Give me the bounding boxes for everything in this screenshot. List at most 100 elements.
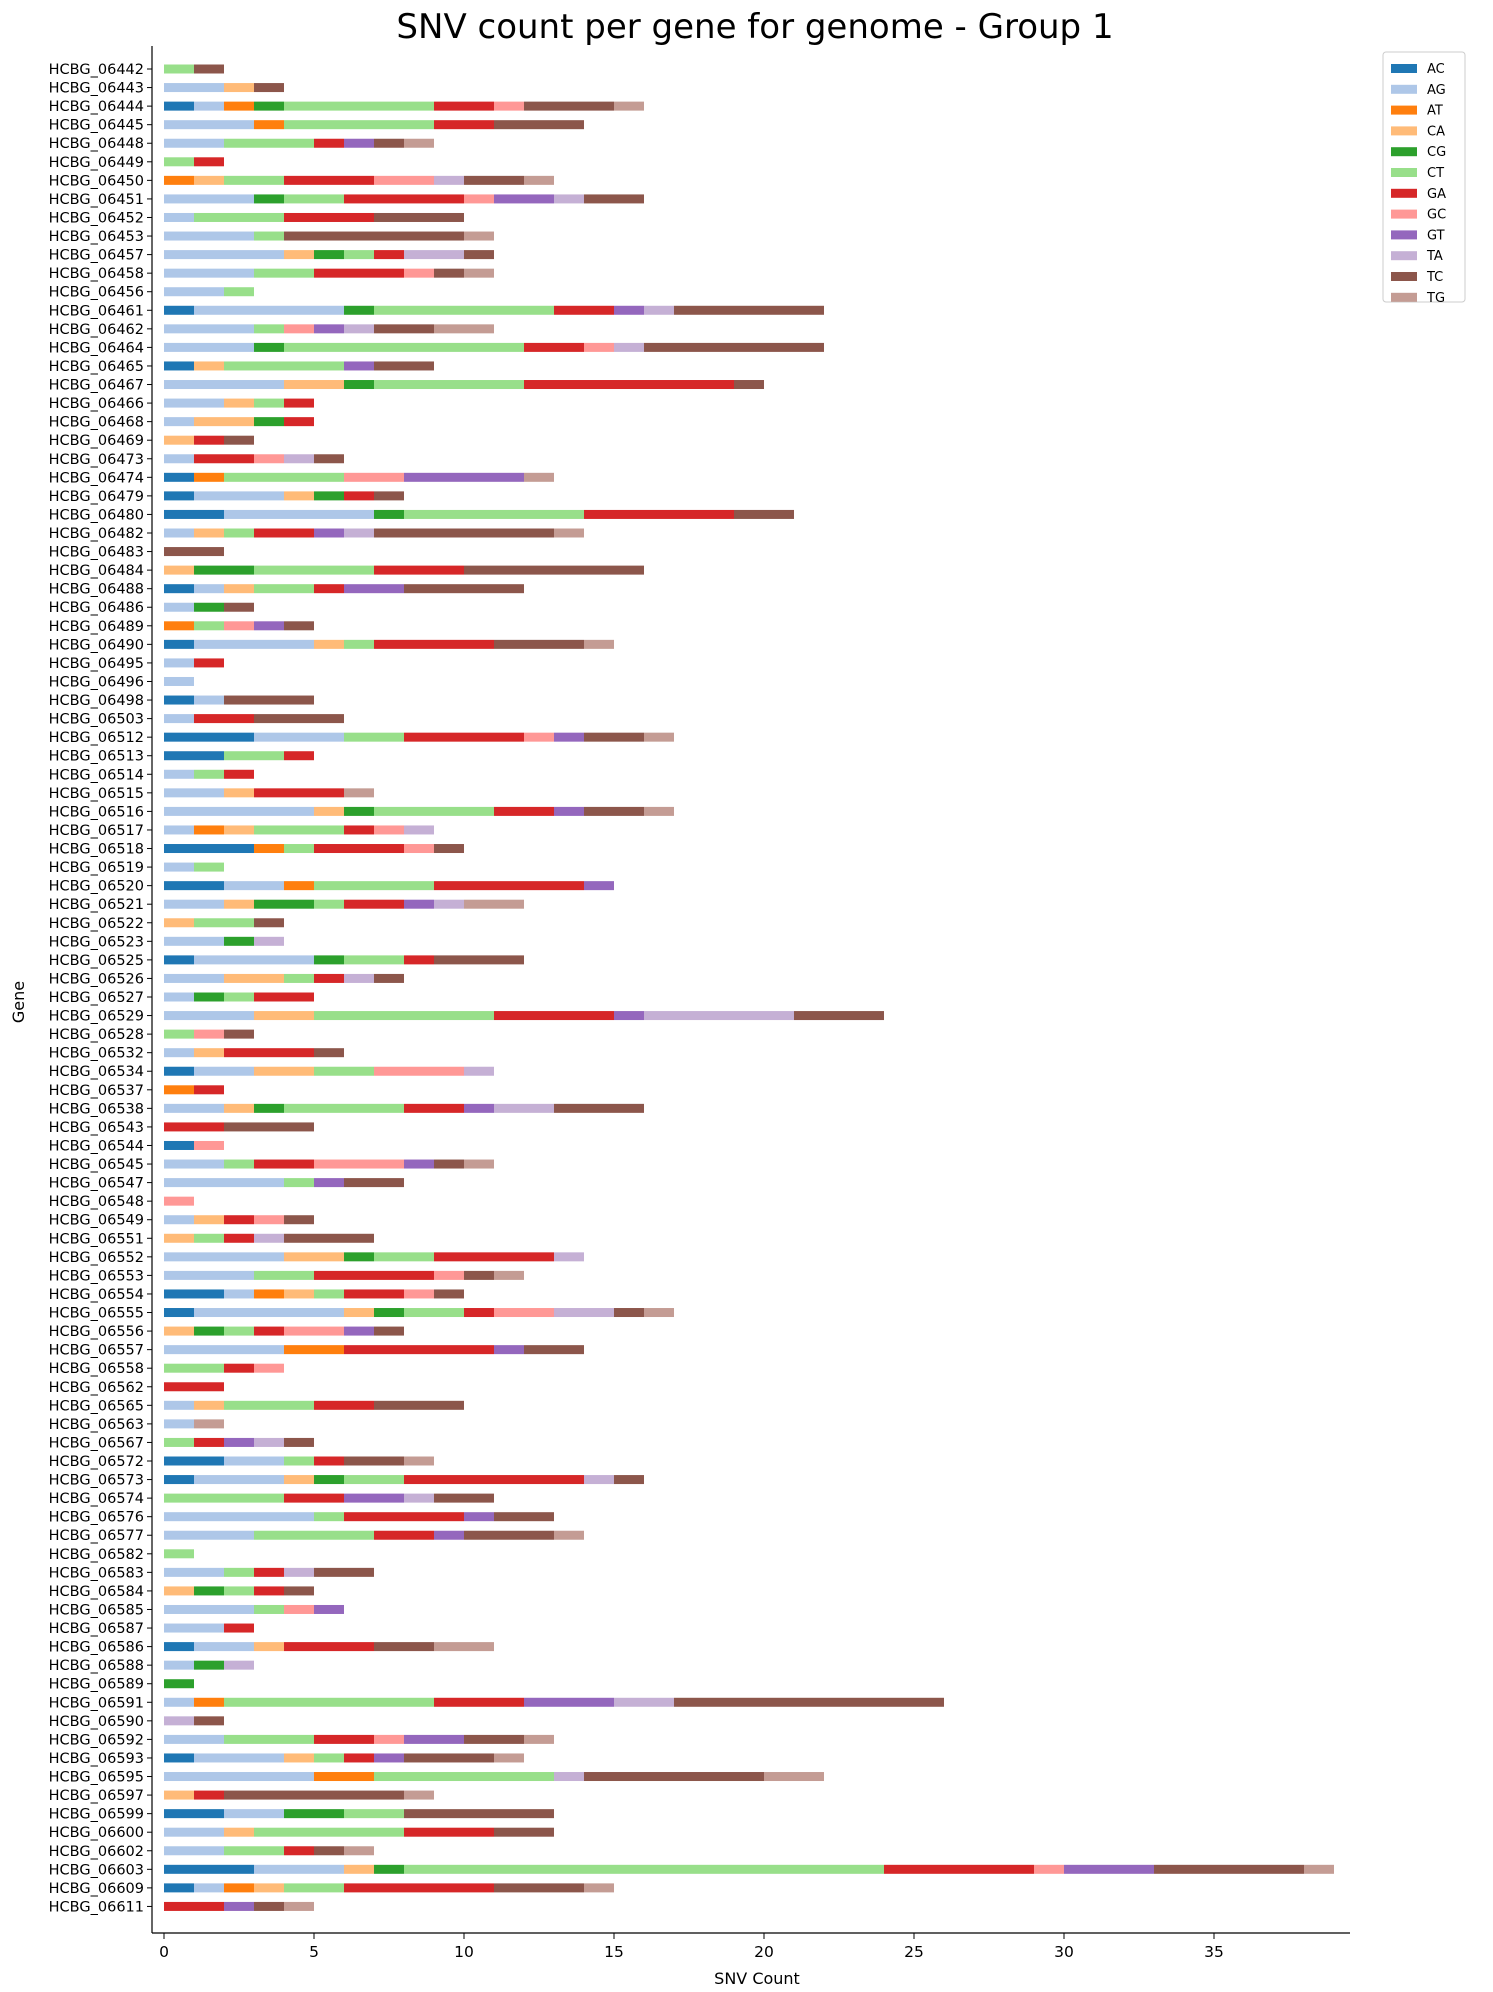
bar-row bbox=[164, 565, 644, 575]
bar-segment-cg bbox=[284, 1809, 344, 1819]
bar-row bbox=[164, 1864, 1334, 1874]
y-tick-label: HCBG_06448 bbox=[49, 136, 144, 152]
y-tick-label: HCBG_06496 bbox=[49, 674, 144, 690]
bar-segment-tc bbox=[554, 1103, 644, 1113]
bar-segment-ag bbox=[164, 1604, 254, 1614]
bar-segment-ag bbox=[164, 1419, 194, 1429]
bar-segment-tg bbox=[284, 1901, 314, 1911]
bar-segment-cg bbox=[194, 1326, 224, 1336]
y-tick-label: HCBG_06611 bbox=[49, 1899, 144, 1915]
bar-row bbox=[164, 1419, 224, 1429]
bar-segment-gc bbox=[374, 825, 404, 835]
bar-row bbox=[164, 157, 224, 167]
y-tick-label: HCBG_06583 bbox=[49, 1565, 144, 1581]
bar-segment-ct bbox=[404, 509, 584, 519]
legend-label: CG bbox=[1427, 145, 1446, 160]
bar-segment-ac bbox=[164, 1883, 194, 1893]
bar-segment-ag bbox=[194, 1753, 284, 1763]
legend-swatch bbox=[1391, 64, 1417, 73]
bar-segment-gt bbox=[494, 1345, 524, 1355]
bar-segment-gc bbox=[254, 1363, 284, 1373]
legend-item-tg: TG bbox=[1391, 291, 1445, 306]
y-tick-label: HCBG_06479 bbox=[49, 489, 144, 505]
y-tick-label: HCBG_06522 bbox=[49, 916, 144, 932]
bar-segment-ag bbox=[164, 528, 194, 538]
y-tick-label: HCBG_06587 bbox=[49, 1621, 144, 1637]
bar-segment-ag bbox=[164, 398, 224, 408]
bar-row bbox=[164, 1456, 434, 1466]
bar-segment-tc bbox=[464, 250, 494, 260]
bar-segment-tc bbox=[434, 844, 464, 854]
bar-segment-tg bbox=[464, 231, 494, 241]
bar-row bbox=[164, 1233, 374, 1243]
bar-row bbox=[164, 1382, 224, 1392]
y-tick-label: HCBG_06562 bbox=[49, 1380, 144, 1396]
legend-label: GA bbox=[1427, 187, 1446, 202]
bar-segment-tc bbox=[674, 1697, 944, 1707]
bar-row bbox=[164, 973, 404, 983]
y-tick-label: HCBG_06488 bbox=[49, 582, 144, 598]
bar-segment-at bbox=[254, 844, 284, 854]
bar-segment-tg bbox=[344, 1846, 374, 1856]
y-tick-label: HCBG_06548 bbox=[49, 1194, 144, 1210]
bar-segment-gt bbox=[224, 1437, 254, 1447]
bar-segment-tc bbox=[314, 1567, 374, 1577]
bar-segment-ga bbox=[194, 1085, 224, 1095]
bar-segment-ag bbox=[164, 899, 224, 909]
bar-row bbox=[164, 1140, 224, 1150]
bar-segment-ag bbox=[164, 83, 224, 93]
bar-segment-cg bbox=[314, 250, 344, 260]
legend-item-ca: CA bbox=[1391, 124, 1445, 139]
bar-segment-gc bbox=[314, 1159, 404, 1169]
bar-segment-ag bbox=[164, 1048, 194, 1058]
y-tick-label: HCBG_06532 bbox=[49, 1046, 144, 1062]
bar-segment-ct bbox=[284, 844, 314, 854]
bar-segment-ga bbox=[224, 1233, 254, 1243]
y-tick-label: HCBG_06588 bbox=[49, 1658, 144, 1674]
bar-segment-ca bbox=[194, 361, 224, 371]
bar-segment-ac bbox=[164, 361, 194, 371]
y-tick-label: HCBG_06602 bbox=[49, 1844, 144, 1860]
bar-segment-ca bbox=[194, 417, 254, 427]
bar-segment-ta bbox=[344, 528, 374, 538]
bar-row bbox=[164, 231, 494, 241]
bar-row bbox=[164, 1809, 554, 1819]
bar-segment-tc bbox=[584, 806, 644, 816]
bar-segment-gc bbox=[194, 1140, 224, 1150]
bar-segment-ag bbox=[164, 1178, 284, 1188]
bar-segment-ct bbox=[194, 918, 254, 928]
bar-segment-ac bbox=[164, 101, 194, 111]
bar-row bbox=[164, 212, 464, 222]
bar-segment-ag bbox=[164, 342, 254, 352]
bar-segment-ga bbox=[434, 120, 494, 130]
bar-segment-tg bbox=[584, 639, 614, 649]
bar-segment-ct bbox=[194, 862, 224, 872]
legend-label: CA bbox=[1427, 124, 1445, 139]
y-tick-label: HCBG_06468 bbox=[49, 415, 144, 431]
x-tick-label: 15 bbox=[604, 1943, 624, 1961]
bar-segment-cg bbox=[254, 194, 284, 204]
y-tick-label: HCBG_06450 bbox=[49, 173, 144, 189]
bar-segment-ta bbox=[584, 1475, 614, 1485]
bar-segment-tc bbox=[374, 1642, 434, 1652]
bar-segment-ca bbox=[284, 380, 344, 390]
bar-segment-ag bbox=[164, 1400, 194, 1410]
bar-segment-gc bbox=[404, 268, 434, 278]
bar-row bbox=[164, 1586, 314, 1596]
bar-segment-ca bbox=[254, 1642, 284, 1652]
bar-segment-ag bbox=[164, 231, 254, 241]
bar-row bbox=[164, 1475, 644, 1485]
bar-segment-ga bbox=[404, 1475, 584, 1485]
bar-segment-gc bbox=[254, 1215, 284, 1225]
bar-segment-at bbox=[194, 472, 224, 482]
bar-segment-ga bbox=[494, 1011, 614, 1021]
bar-segment-tg bbox=[644, 732, 674, 742]
bar-segment-gc bbox=[224, 621, 254, 631]
bar-segment-ac bbox=[164, 751, 224, 761]
bar-segment-ca bbox=[254, 1883, 284, 1893]
bar-segment-tg bbox=[644, 1308, 674, 1318]
bar-segment-ag bbox=[164, 825, 194, 835]
bar-segment-ag bbox=[164, 194, 254, 204]
bar-segment-tg bbox=[524, 1734, 554, 1744]
bar-segment-tc bbox=[374, 973, 404, 983]
